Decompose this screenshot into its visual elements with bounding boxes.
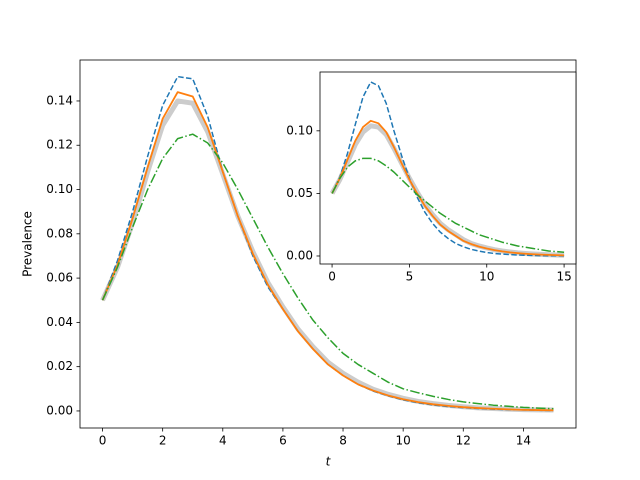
- y-tick-label: 0.12: [46, 138, 73, 152]
- x-tick-label: 5: [406, 270, 414, 284]
- x-tick-label: 14: [516, 434, 531, 448]
- x-tick-label: 0: [99, 434, 107, 448]
- y-tick-label: 0.04: [46, 315, 73, 329]
- line-series: [331, 119, 565, 257]
- y-tick-label: 0.08: [46, 226, 73, 240]
- x-tick-label: 4: [219, 434, 227, 448]
- y-tick-label: 0.10: [286, 123, 313, 137]
- line-series: [101, 133, 554, 410]
- line-series: [331, 81, 565, 257]
- x-tick-label: 6: [279, 434, 287, 448]
- x-tick-label: 2: [159, 434, 167, 448]
- line-series: [331, 157, 565, 253]
- y-tick-label: 0.00: [46, 403, 73, 417]
- x-axis-label: t: [326, 455, 332, 469]
- y-tick-label: 0.00: [286, 248, 313, 262]
- axes-frame: [319, 71, 577, 265]
- y-axis-label: Prevalence: [21, 211, 35, 277]
- y-tick-label: 0.05: [286, 186, 313, 200]
- x-tick-label: 10: [396, 434, 411, 448]
- x-tick-label: 12: [456, 434, 471, 448]
- y-tick-label: 0.10: [46, 182, 73, 196]
- x-tick-label: 10: [479, 270, 494, 284]
- plot-area: [320, 72, 576, 264]
- y-tick-label: 0.14: [46, 93, 73, 107]
- axes: 0 5 10 15 0.00 0.05 0.10: [286, 71, 577, 284]
- line-series: [101, 91, 554, 412]
- x-tick-label: 15: [556, 270, 571, 284]
- y-tick-label: 0.06: [46, 271, 73, 285]
- x-tick-label: 0: [328, 270, 336, 284]
- y-tick-label: 0.02: [46, 359, 73, 373]
- x-tick-label: 8: [339, 434, 347, 448]
